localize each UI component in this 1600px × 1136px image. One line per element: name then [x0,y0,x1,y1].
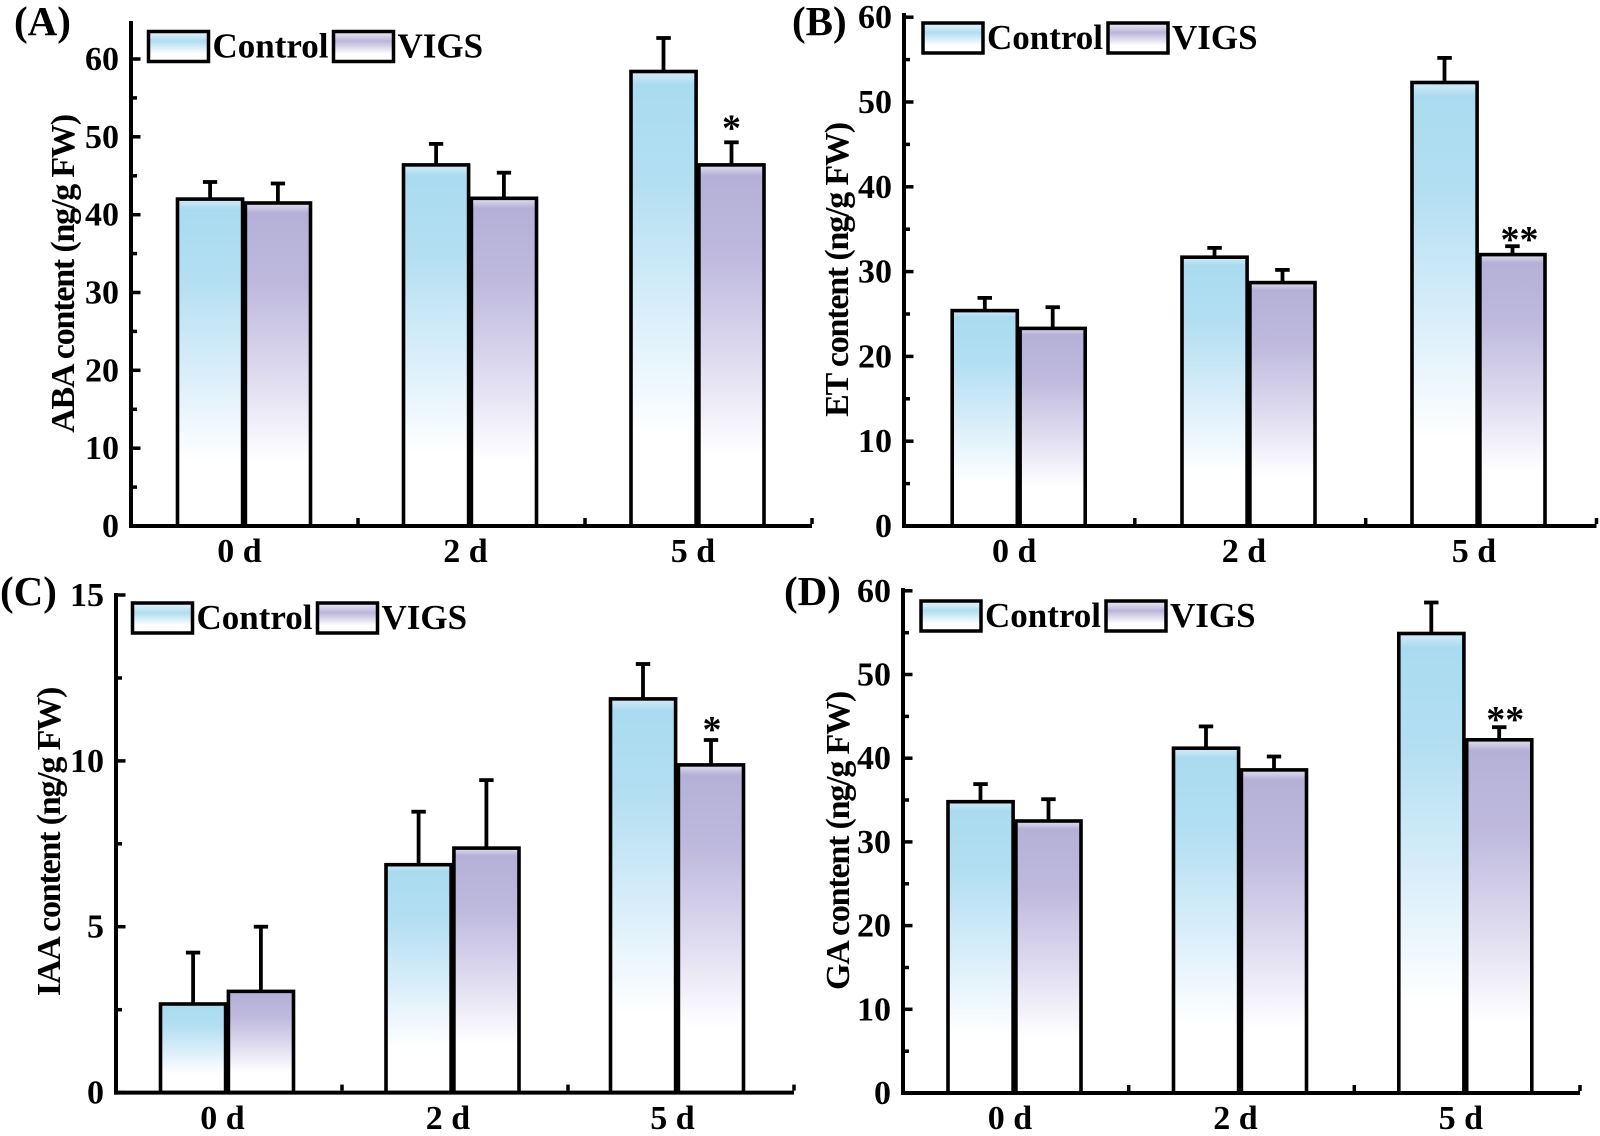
svg-text:ET content (ng/g FW): ET content (ng/g FW) [819,123,856,417]
svg-text:50: 50 [858,84,892,121]
svg-text:(B): (B) [792,0,847,44]
svg-text:*: * [703,709,722,751]
svg-text:VIGS: VIGS [382,598,468,637]
svg-text:0: 0 [87,1075,104,1112]
svg-text:50: 50 [857,657,891,694]
svg-text:VIGS: VIGS [1170,596,1256,635]
svg-text:40: 40 [858,169,892,206]
svg-text:2 d: 2 d [426,1100,471,1131]
svg-text:20: 20 [858,338,892,375]
svg-text:*: * [722,107,741,149]
svg-text:**: ** [1501,219,1539,261]
svg-text:(C): (C) [0,568,57,614]
svg-text:Control: Control [985,596,1101,635]
svg-text:30: 30 [858,254,892,291]
svg-text:VIGS: VIGS [1172,18,1258,57]
svg-text:15: 15 [70,577,104,614]
svg-text:0: 0 [874,1075,891,1112]
svg-text:5 d: 5 d [1439,1100,1484,1131]
svg-text:60: 60 [85,41,119,78]
svg-text:2 d: 2 d [443,533,488,570]
svg-text:5: 5 [87,909,104,946]
svg-text:(A): (A) [14,0,71,44]
svg-text:10: 10 [857,991,891,1028]
svg-text:5 d: 5 d [671,533,716,570]
svg-text:10: 10 [70,743,104,780]
svg-text:GA content (ng/g FW): GA content (ng/g FW) [820,692,857,990]
svg-text:5 d: 5 d [650,1100,695,1131]
svg-text:ABA content (ng/g FW): ABA content (ng/g FW) [45,115,82,433]
svg-text:2 d: 2 d [1222,533,1267,570]
svg-text:0 d: 0 d [988,1100,1033,1131]
svg-text:60: 60 [857,573,891,610]
svg-text:20: 20 [857,908,891,945]
svg-text:Control: Control [213,27,329,66]
svg-text:30: 30 [85,275,119,312]
svg-text:**: ** [1486,699,1524,741]
svg-text:0 d: 0 d [217,533,262,570]
svg-text:40: 40 [857,740,891,777]
svg-text:30: 30 [857,824,891,861]
svg-text:Control: Control [197,598,313,637]
svg-text:VIGS: VIGS [398,27,484,66]
svg-text:IAA content (ng/g FW): IAA content (ng/g FW) [31,688,68,996]
svg-text:20: 20 [85,352,119,389]
svg-text:2 d: 2 d [1213,1100,1258,1131]
svg-text:(D): (D) [784,568,841,614]
svg-text:10: 10 [858,423,892,460]
svg-text:Control: Control [987,18,1103,57]
svg-text:5 d: 5 d [1452,533,1497,570]
svg-text:50: 50 [85,119,119,156]
svg-text:0 d: 0 d [992,533,1037,570]
svg-text:0: 0 [102,508,119,545]
svg-text:40: 40 [85,197,119,234]
svg-text:0: 0 [875,508,892,545]
svg-text:0 d: 0 d [200,1100,245,1131]
svg-text:10: 10 [85,430,119,467]
svg-text:60: 60 [858,0,892,36]
